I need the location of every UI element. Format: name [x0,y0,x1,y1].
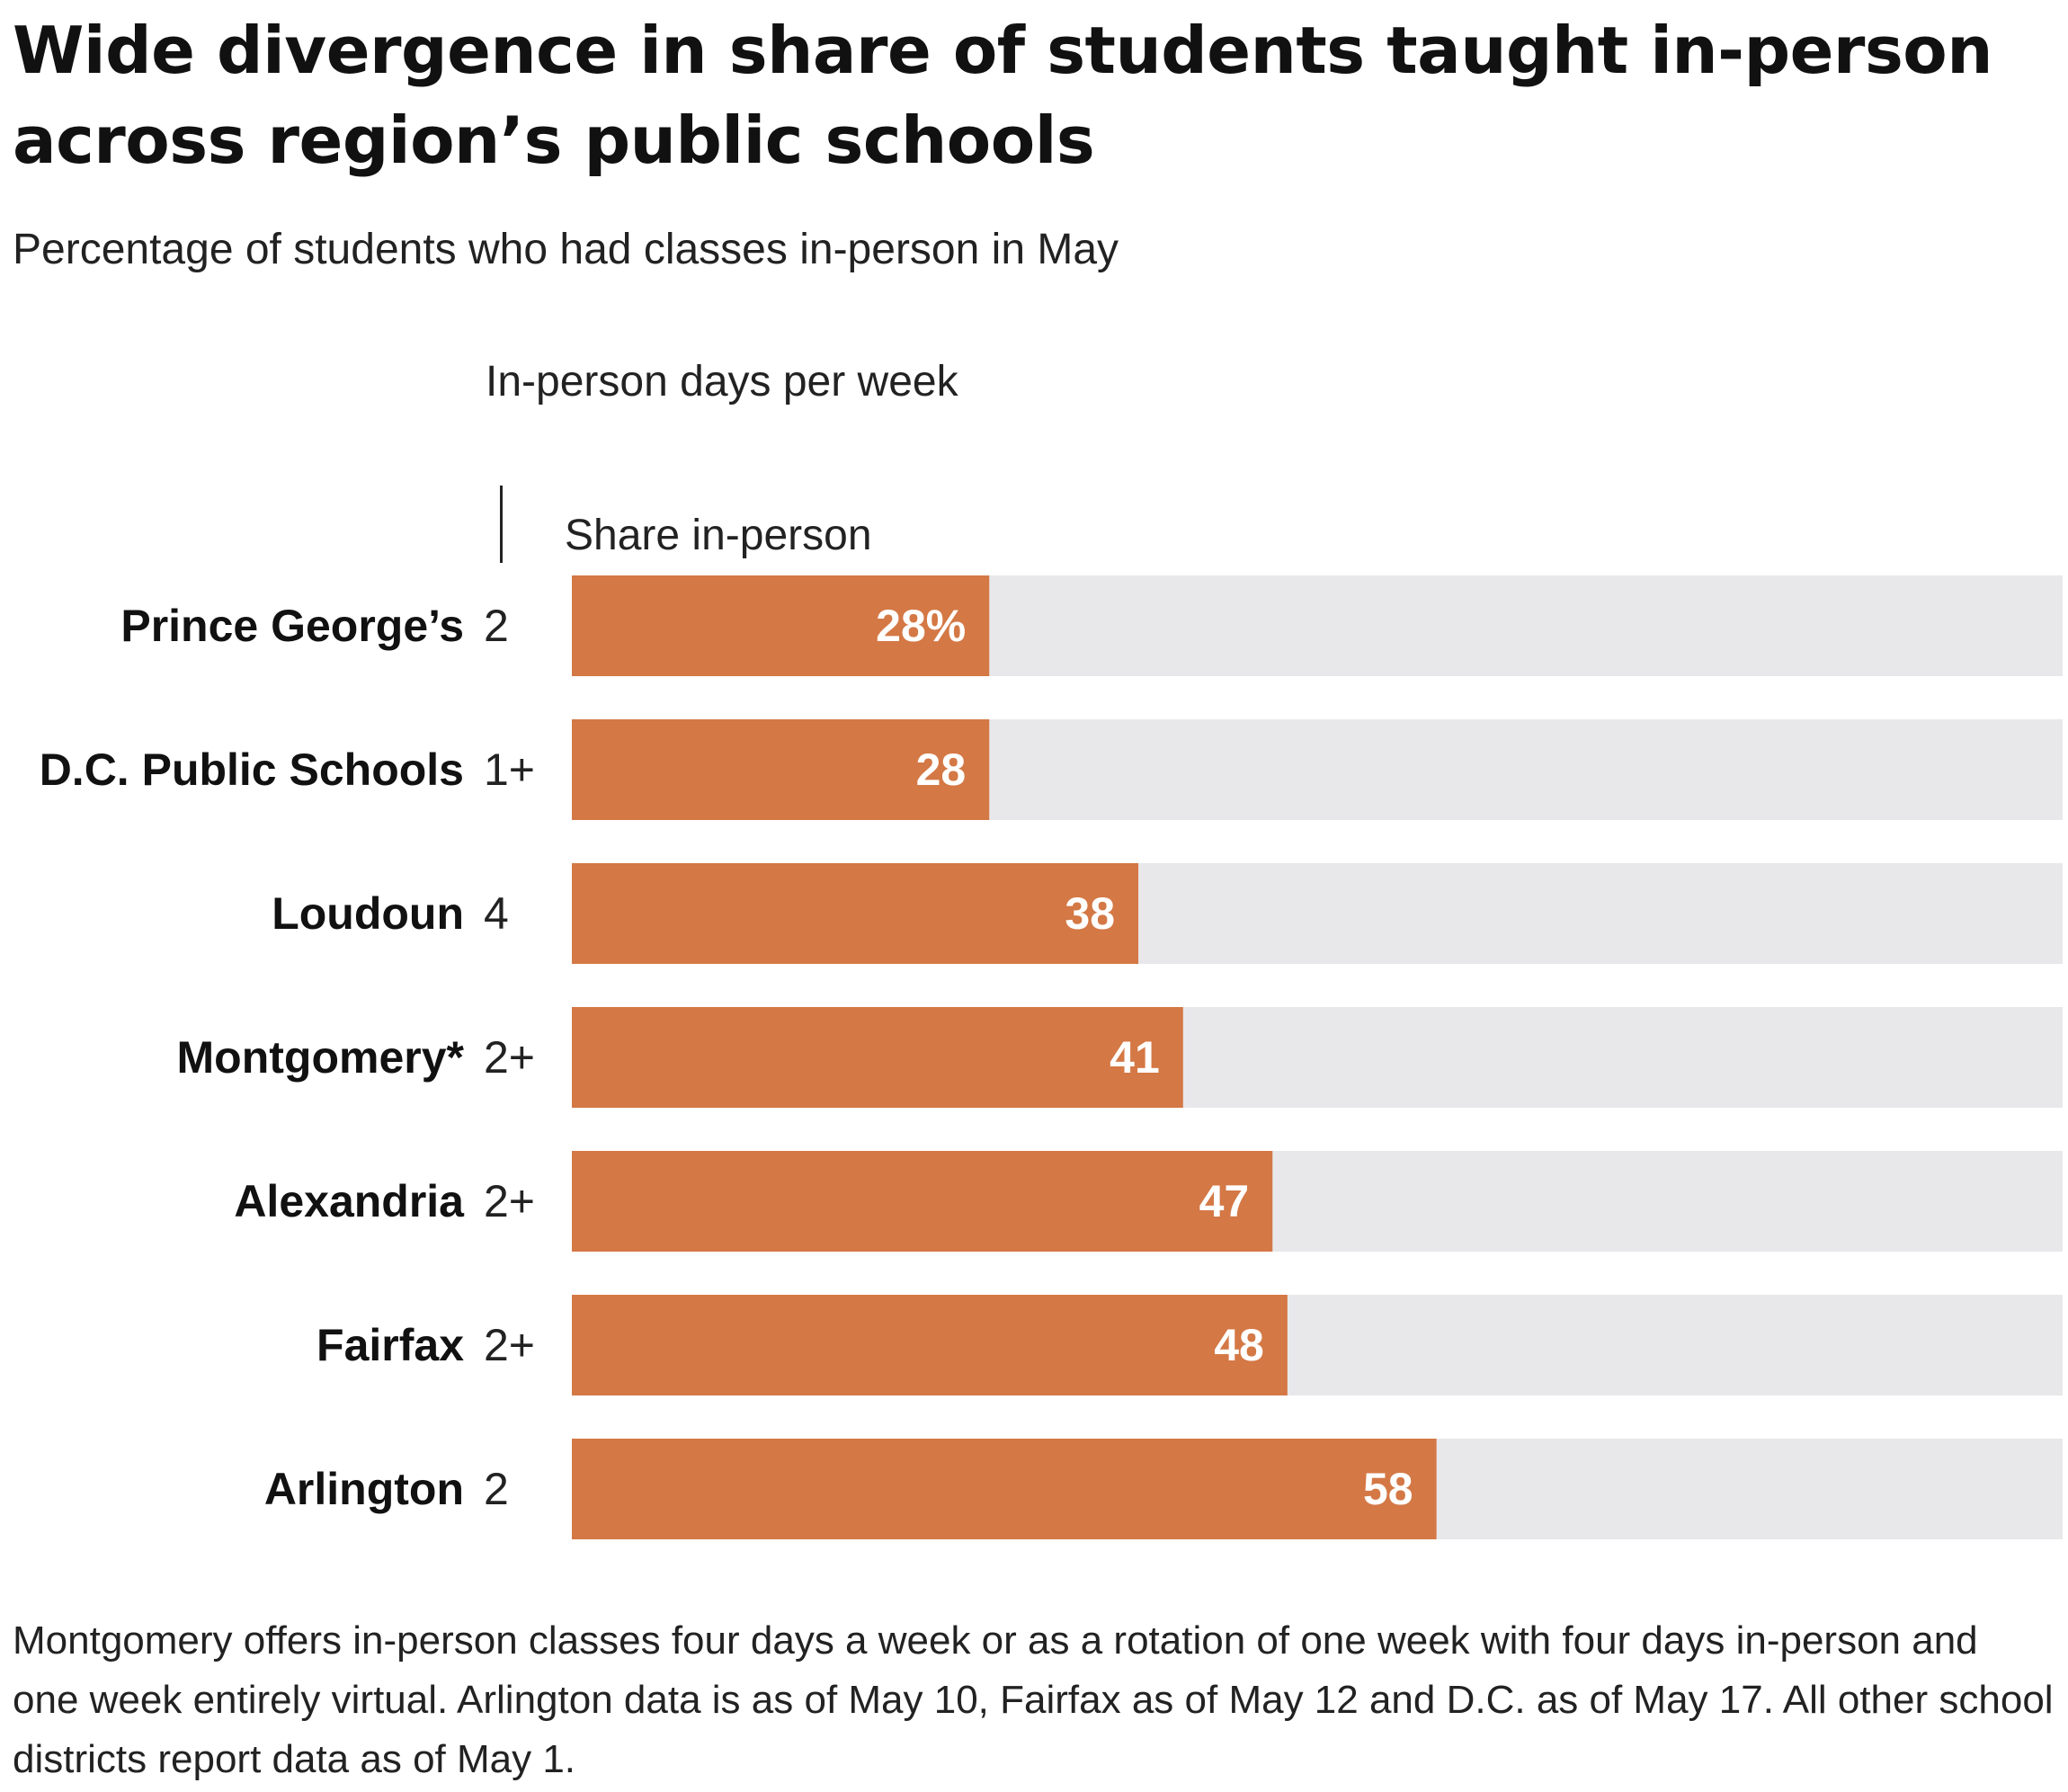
category-label-alexandria: Alexandria [234,1176,465,1226]
value-label-montgomery: 41 [1110,1032,1160,1083]
footnote: Montgomery offers in-person classes four… [13,1618,2054,1781]
category-label-fairfax: Fairfax [316,1320,464,1370]
value-label-prince-george-s: 28% [876,601,966,651]
value-label-arlington: 58 [1363,1464,1413,1514]
share-column-header: Share in-person [565,512,872,559]
chart-subtitle: Percentage of students who had classes i… [13,226,1119,273]
days-label-montgomery: 2+ [484,1032,535,1083]
bar-loudoun [572,863,1139,964]
value-label-d-c-public-schools: 28 [916,744,967,795]
category-label-montgomery: Montgomery* [177,1032,465,1083]
category-label-arlington: Arlington [264,1464,464,1514]
days-label-loudoun: 4 [484,888,509,939]
days-column-header: In-person days per week [486,358,958,406]
category-label-d-c-public-schools: D.C. Public Schools [40,744,464,795]
value-label-fairfax: 48 [1214,1320,1264,1370]
chart-title: Wide divergence in share of students tau… [13,13,1993,178]
days-label-fairfax: 2+ [484,1320,535,1370]
days-label-arlington: 2 [484,1464,509,1514]
category-label-loudoun: Loudoun [272,888,464,939]
bar-fairfax [572,1295,1288,1395]
bar-arlington [572,1439,1437,1539]
bar-prince-george-s [572,575,990,676]
bar-d-c-public-schools [572,719,990,820]
days-column-tick [500,486,503,563]
days-label-prince-george-s: 2 [484,601,509,651]
days-label-d-c-public-schools: 1+ [484,744,535,795]
bar-alexandria [572,1151,1273,1252]
days-label-alexandria: 2+ [484,1176,535,1226]
bar-montgomery [572,1007,1183,1108]
value-label-alexandria: 47 [1199,1176,1250,1226]
value-label-loudoun: 38 [1065,888,1115,939]
category-label-prince-george-s: Prince George’s [120,601,464,651]
